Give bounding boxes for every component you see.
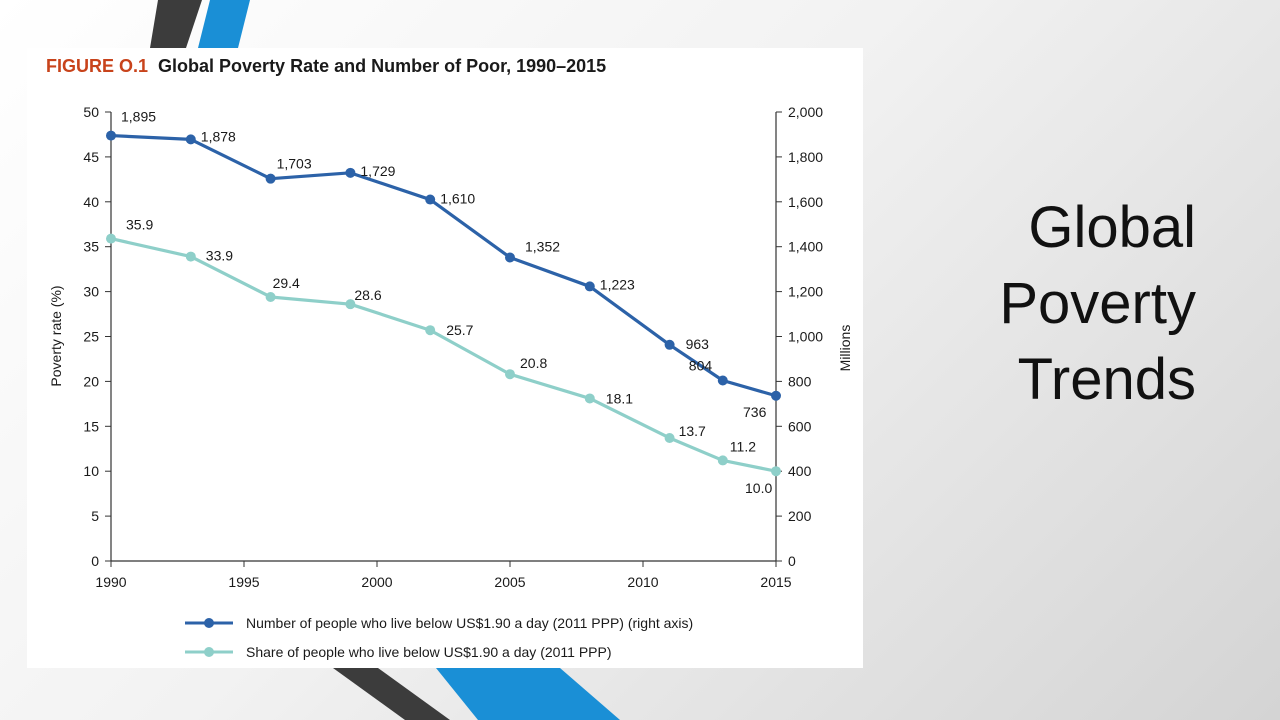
data-label-share: 11.2 — [730, 438, 756, 454]
legend-label-count: Number of people who live below US$1.90 … — [246, 615, 693, 631]
y-tick-label: 25 — [83, 329, 99, 345]
y-tick-label: 45 — [83, 149, 99, 165]
data-label-share: 18.1 — [606, 390, 633, 406]
data-point-count — [664, 339, 675, 350]
y2-tick-label: 1,800 — [788, 149, 823, 165]
y-tick-label: 10 — [83, 463, 99, 479]
chart-ticks: 0 5 10 15 20 25 30 35 40 45 50 0 200 400 600 800 1,000 1,… — [83, 104, 823, 590]
data-label-count: 1,895 — [121, 109, 156, 125]
x-tick-label: 2005 — [494, 574, 525, 590]
data-label-share: 25.7 — [446, 322, 473, 338]
data-point-count — [505, 252, 515, 263]
data-point-count — [345, 167, 356, 178]
y-tick-label: 15 — [83, 418, 99, 434]
y-axis-label: Poverty rate (%) — [48, 285, 64, 386]
y2-tick-label: 800 — [788, 373, 812, 389]
chart-panel: FIGURE O.1 Global Poverty Rate and Numbe… — [27, 48, 863, 668]
data-label-share: 28.6 — [354, 287, 381, 303]
data-point-count — [106, 130, 116, 141]
y-tick-label: 5 — [91, 508, 99, 524]
y-tick-label: 20 — [83, 373, 99, 389]
data-point-share — [425, 325, 436, 336]
chart-title: FIGURE O.1 Global Poverty Rate and Numbe… — [46, 56, 606, 77]
data-point-share — [185, 251, 196, 262]
blue-stripe-top — [198, 0, 250, 48]
data-point-share — [106, 233, 116, 244]
legend-label-share: Share of people who live below US$1.90 a… — [246, 644, 612, 660]
series-line-count — [110, 133, 777, 398]
data-point-count — [425, 194, 436, 205]
y2-tick-label: 1,200 — [788, 284, 823, 300]
data-label-share: 13.7 — [679, 423, 706, 439]
data-point-share — [265, 291, 276, 302]
data-label-count: 1,729 — [360, 163, 395, 179]
data-label-share: 35.9 — [126, 217, 153, 233]
data-point-count — [185, 134, 196, 145]
data-label-count: 1,878 — [201, 128, 236, 144]
data-label-count: 1,223 — [600, 276, 635, 292]
data-label-count: 736 — [743, 404, 767, 420]
legend-marker-count — [204, 618, 214, 628]
x-tick-label: 1995 — [228, 574, 259, 590]
slide-title-line-3: Trends — [1017, 347, 1196, 412]
x-tick-label: 1990 — [95, 574, 126, 590]
legend-marker-share — [204, 647, 214, 657]
x-tick-label: 2000 — [361, 574, 392, 590]
data-label-count: 1,610 — [440, 191, 475, 207]
data-label-count: 963 — [686, 336, 710, 352]
data-label-share: 10.0 — [745, 480, 772, 496]
dark-stripe-top — [150, 0, 202, 48]
x-tick-label: 2010 — [627, 574, 658, 590]
y-tick-label: 40 — [83, 194, 99, 210]
blue-stripe-bottom — [436, 668, 620, 720]
data-point-share — [771, 466, 781, 477]
dark-stripe-bottom — [333, 668, 450, 720]
data-point-share — [505, 369, 515, 380]
data-point-share — [345, 299, 356, 310]
data-point-share — [664, 432, 675, 443]
y-tick-label: 35 — [83, 239, 99, 255]
y2-tick-label: 1,600 — [788, 194, 823, 210]
y2-tick-label: 200 — [788, 508, 812, 524]
figure-label: FIGURE O.1 — [46, 56, 149, 76]
y2-tick-label: 400 — [788, 463, 812, 479]
data-label-share: 20.8 — [520, 355, 547, 371]
y2-tick-label: 600 — [788, 418, 812, 434]
data-label-count: 804 — [689, 358, 713, 374]
data-label-share: 29.4 — [273, 275, 300, 291]
y-tick-label: 50 — [83, 104, 99, 120]
data-label-share: 33.9 — [206, 248, 233, 264]
data-point-count — [584, 281, 595, 292]
data-point-count — [265, 173, 276, 184]
slide-title: Global Poverty Trends — [876, 190, 1196, 418]
data-point-share — [584, 393, 595, 404]
data-label-count: 1,703 — [277, 156, 312, 172]
data-point-count — [771, 390, 781, 401]
chart-legend: Number of people who live below US$1.90 … — [185, 615, 693, 660]
data-point-share — [717, 455, 728, 466]
data-label-count: 1,352 — [525, 238, 560, 254]
series-line-share — [110, 237, 777, 473]
slide-title-line-2: Poverty — [999, 271, 1196, 336]
series-count-group: 1,895 1,878 1,703 1,729 1,610 1,352 1,223 963 80… — [106, 109, 781, 420]
poverty-chart: 0 5 10 15 20 25 30 35 40 45 50 0 200 400 600 800 1,000 1,… — [48, 104, 853, 660]
y2-axis-label: Millions — [837, 325, 853, 372]
series-share-group: 35.9 33.9 29.4 28.6 25.7 20.8 18.1 13.7 11.2 10.0 — [106, 217, 781, 496]
x-tick-label: 2015 — [760, 574, 791, 590]
y2-tick-label: 1,000 — [788, 329, 823, 345]
y2-tick-label: 1,400 — [788, 239, 823, 255]
chart-title-text: Global Poverty Rate and Number of Poor, … — [158, 56, 607, 76]
y-tick-label: 0 — [91, 553, 99, 569]
y2-tick-label: 2,000 — [788, 104, 823, 120]
y-tick-label: 30 — [83, 284, 99, 300]
data-point-count — [717, 375, 728, 386]
slide-title-line-1: Global — [1028, 195, 1196, 260]
y2-tick-label: 0 — [788, 553, 796, 569]
